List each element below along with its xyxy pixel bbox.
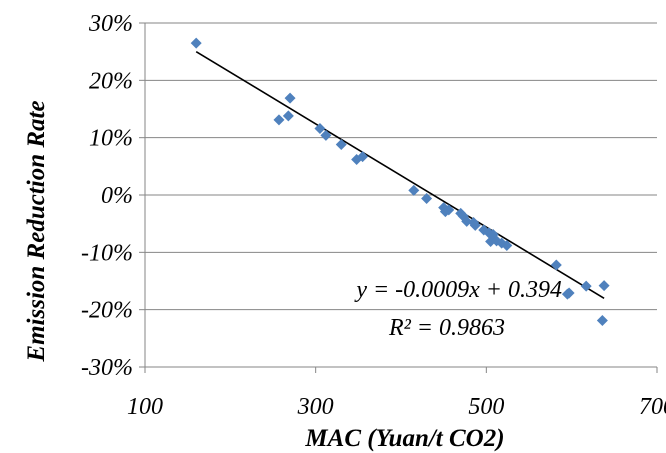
data-point [284,92,296,104]
trendline-r-squared: R² = 0.9863 [388,315,505,341]
data-points [190,37,610,327]
data-point [282,110,294,122]
x-tick-label: 100 [127,394,163,420]
data-point [596,315,608,327]
data-point [469,219,481,231]
x-tick-label: 700 [639,394,666,420]
y-tick-label: 20% [89,68,133,94]
y-tick-label: -30% [81,355,133,381]
x-tick-label: 300 [297,394,334,420]
y-tick-label: 10% [89,126,133,152]
data-point [443,204,455,216]
trendline-group [195,50,605,299]
y-tick-labels: 30% 20% 10% 0% -10% -20% -30% [81,11,133,381]
data-point [335,139,347,151]
x-tick-labels: 100 300 500 700 [127,394,666,420]
data-point [580,280,592,292]
data-point [320,129,332,141]
data-point [550,259,562,271]
data-point [421,192,433,204]
data-point [314,122,326,134]
y-tick-label: -10% [81,240,133,266]
data-point [408,184,420,196]
data-point [598,280,610,292]
y-tick-label: 30% [88,11,133,37]
y-axis-title: Emission Reduction Rate [23,100,50,362]
data-point [190,37,202,49]
data-point [357,151,369,163]
data-point [461,215,473,227]
y-tick-label: -20% [81,298,133,324]
y-tick-label: 0% [101,183,133,209]
data-point [501,239,513,251]
data-point [273,114,285,126]
x-tick-label: 500 [468,394,504,420]
data-point [563,287,575,299]
axes [139,22,658,373]
trendline-equation: y = -0.0009x + 0.394 [354,277,562,303]
x-axis-title: MAC (Yuan/t CO2) [304,425,504,452]
trendline [195,50,605,299]
gridlines [145,22,657,368]
